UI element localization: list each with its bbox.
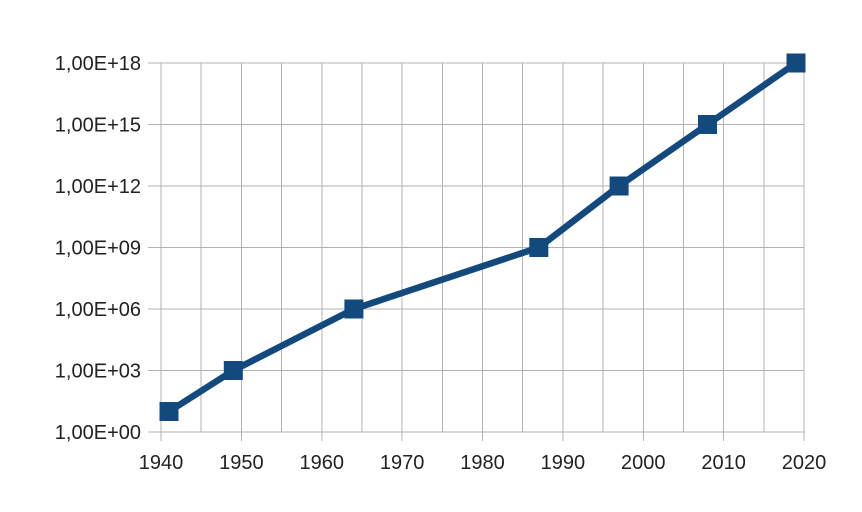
y-axis-tick-label: 1,00E+03 <box>55 361 141 383</box>
data-point-marker <box>344 299 364 319</box>
y-axis-tick-label: 1,00E+09 <box>55 238 141 260</box>
x-axis-tick-label: 1990 <box>541 452 586 474</box>
y-axis-tick-label: 1,00E+15 <box>55 115 141 137</box>
data-point-marker <box>786 53 806 73</box>
data-point-marker <box>223 361 243 380</box>
data-series <box>159 53 806 421</box>
y-axis-tick-label: 1,00E+06 <box>55 299 141 321</box>
x-axis-tick-label: 1980 <box>460 452 505 474</box>
x-axis-tick-label: 1950 <box>219 452 264 474</box>
data-point-marker <box>159 402 179 421</box>
x-axis-tick-label: 1940 <box>139 452 184 474</box>
x-axis-tick-label: 2020 <box>782 452 827 474</box>
data-point-marker <box>529 238 549 257</box>
horizontal-gridlines <box>148 62 804 433</box>
x-axis-labels: 1940 1950 1960 1970 1980 1990 2000 2010 2020 <box>139 452 827 474</box>
y-axis-tick-label: 1,00E+00 <box>55 422 141 444</box>
data-point-marker <box>698 115 717 134</box>
x-axis-tick-label: 1970 <box>380 452 425 474</box>
x-axis-tick-label: 1960 <box>300 452 345 474</box>
x-axis-tick-label: 2000 <box>621 452 666 474</box>
data-point-marker <box>609 176 629 196</box>
y-axis-labels: 1,00E+00 1,00E+03 1,00E+06 1,00E+09 1,00E+12… <box>55 53 141 444</box>
y-axis-tick-label: 1,00E+12 <box>55 176 141 198</box>
y-axis-tick-label: 1,00E+18 <box>55 53 141 75</box>
x-axis-tick-label: 2010 <box>701 452 746 474</box>
